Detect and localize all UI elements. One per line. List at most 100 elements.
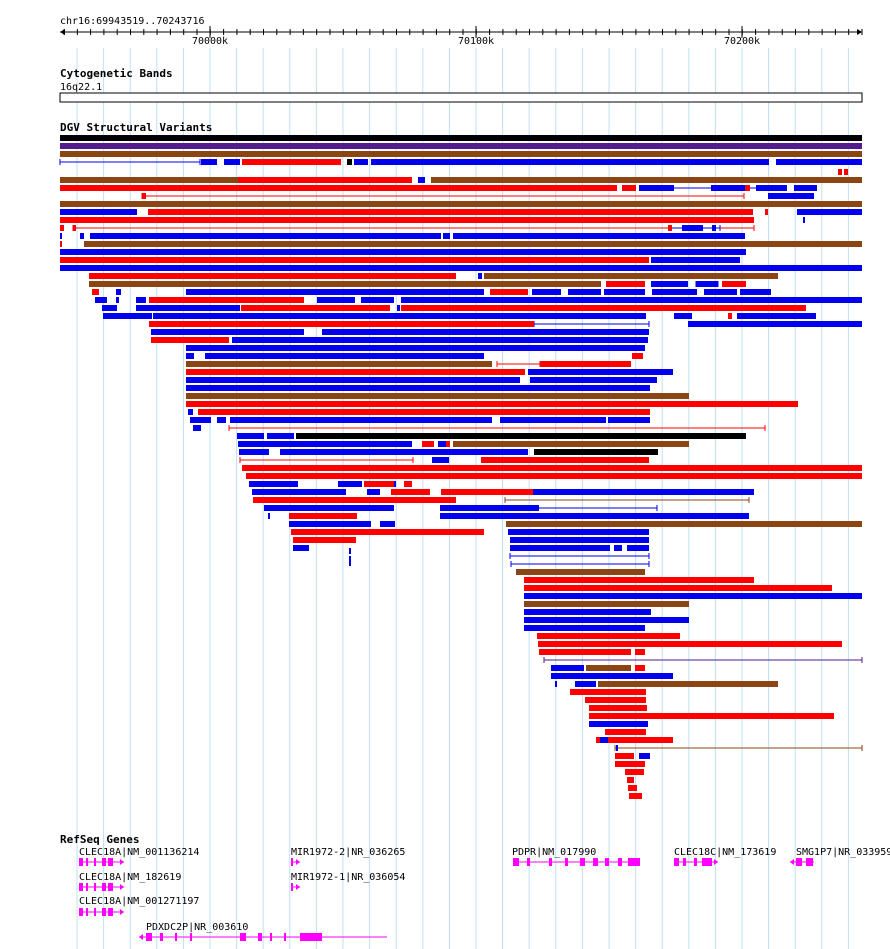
sv-feature[interactable] (440, 513, 749, 519)
sv-feature-tick[interactable] (268, 513, 270, 519)
sv-feature[interactable] (267, 433, 294, 439)
sv-feature[interactable] (190, 417, 211, 423)
sv-feature[interactable] (441, 489, 533, 495)
sv-feature[interactable] (296, 433, 746, 439)
sv-feature[interactable] (92, 289, 99, 295)
sv-feature[interactable] (628, 785, 637, 791)
sv-feature[interactable] (756, 185, 787, 191)
sv-feature[interactable] (440, 505, 539, 511)
dgv-track[interactable]: DGV Structural Variants (59, 121, 863, 799)
sv-feature[interactable] (586, 665, 631, 671)
sv-feature[interactable] (668, 225, 672, 231)
sv-feature[interactable] (740, 289, 771, 295)
sv-feature[interactable] (89, 273, 456, 279)
sv-feature[interactable] (551, 665, 584, 671)
sv-feature[interactable] (193, 425, 201, 431)
sv-feature-tick[interactable] (616, 745, 618, 751)
sv-feature[interactable] (524, 585, 832, 591)
sv-feature[interactable] (252, 489, 346, 495)
sv-feature[interactable] (538, 641, 842, 647)
sv-feature[interactable] (704, 289, 737, 295)
sv-feature[interactable] (605, 729, 646, 735)
sv-feature[interactable] (651, 257, 740, 263)
sv-feature[interactable] (60, 257, 649, 263)
sv-feature[interactable] (149, 297, 304, 303)
sv-feature[interactable] (80, 233, 84, 239)
sv-feature[interactable] (293, 537, 356, 543)
sv-feature[interactable] (478, 273, 482, 279)
sv-feature[interactable] (737, 313, 816, 319)
sv-feature[interactable] (524, 625, 645, 631)
sv-feature[interactable] (508, 529, 649, 535)
sv-feature[interactable] (291, 529, 484, 535)
gene-clec18a-3[interactable] (79, 908, 124, 916)
sv-feature[interactable] (608, 417, 650, 423)
gene-pdpr[interactable] (513, 858, 640, 866)
dgv-features[interactable] (59, 135, 863, 799)
sv-feature[interactable] (242, 465, 862, 471)
sv-feature[interactable] (510, 537, 649, 543)
sv-feature[interactable] (844, 169, 848, 175)
sv-feature[interactable] (537, 633, 680, 639)
sv-feature[interactable] (60, 201, 862, 207)
sv-feature[interactable] (688, 321, 862, 327)
sv-feature[interactable] (205, 353, 484, 359)
sv-feature[interactable] (60, 249, 746, 255)
gene-models[interactable] (79, 858, 814, 941)
sv-feature[interactable] (186, 393, 689, 399)
sv-feature-tick[interactable] (349, 560, 351, 566)
ruler[interactable]: chr16:69943519..70243716 70000k 70100k 7… (60, 16, 863, 47)
sv-feature[interactable] (151, 329, 304, 335)
sv-feature[interactable] (838, 169, 842, 175)
sv-feature[interactable] (632, 353, 643, 359)
sv-feature[interactable] (500, 417, 606, 423)
sv-feature[interactable] (510, 545, 610, 551)
sv-feature[interactable] (651, 281, 688, 287)
sv-feature[interactable] (652, 289, 697, 295)
sv-feature[interactable] (635, 665, 645, 671)
sv-feature[interactable] (629, 793, 642, 799)
sv-feature[interactable] (186, 369, 525, 375)
sv-feature[interactable] (391, 489, 430, 495)
sv-feature[interactable] (289, 521, 371, 527)
sv-feature[interactable] (73, 225, 76, 231)
sv-feature[interactable] (481, 457, 649, 463)
sv-feature[interactable] (712, 225, 716, 231)
sv-feature[interactable] (90, 233, 441, 239)
sv-feature[interactable] (625, 769, 644, 775)
sv-feature-tick[interactable] (349, 556, 351, 562)
sv-feature[interactable] (540, 361, 631, 367)
sv-feature[interactable] (102, 305, 117, 311)
sv-feature[interactable] (89, 281, 601, 287)
sv-feature[interactable] (367, 489, 380, 495)
sv-feature[interactable] (60, 185, 617, 191)
sv-feature[interactable] (149, 321, 534, 327)
sv-feature[interactable] (397, 305, 400, 311)
sv-feature[interactable] (614, 545, 622, 551)
sv-feature[interactable] (794, 185, 817, 191)
sv-feature[interactable] (524, 593, 862, 599)
sv-feature[interactable] (186, 377, 520, 383)
sv-feature[interactable] (238, 441, 412, 447)
sv-feature[interactable] (539, 649, 631, 655)
sv-feature[interactable] (116, 289, 121, 295)
sv-feature[interactable] (615, 761, 645, 767)
sv-feature[interactable] (682, 225, 703, 231)
sv-feature[interactable] (364, 481, 394, 487)
sv-feature[interactable] (201, 159, 217, 165)
gene-clec18a-2[interactable] (79, 883, 124, 891)
sv-feature[interactable] (524, 601, 689, 607)
sv-feature[interactable] (765, 209, 768, 215)
gene-clec18a-1[interactable] (79, 858, 124, 866)
sv-feature[interactable] (524, 609, 651, 615)
sv-feature[interactable] (280, 449, 528, 455)
sv-feature[interactable] (151, 337, 229, 343)
sv-feature[interactable] (600, 737, 608, 743)
sv-feature[interactable] (60, 177, 238, 183)
sv-feature-tick[interactable] (803, 217, 805, 223)
sv-feature[interactable] (484, 273, 778, 279)
refseq-track[interactable]: RefSeq Genes CLEC18A|NM_001136214 CLEC18… (60, 833, 890, 941)
sv-feature[interactable] (606, 281, 645, 287)
sv-feature[interactable] (438, 441, 446, 447)
sv-feature[interactable] (722, 281, 746, 287)
